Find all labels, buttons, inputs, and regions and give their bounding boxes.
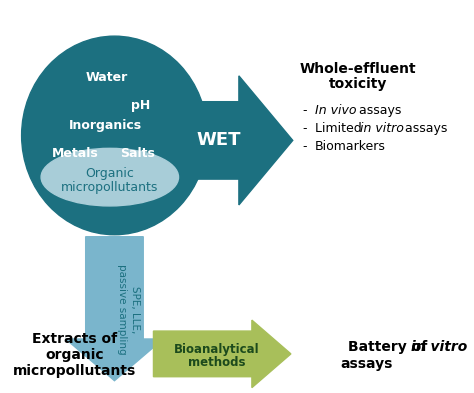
Text: toxicity: toxicity	[328, 77, 387, 91]
Text: assays: assays	[355, 104, 401, 117]
Text: in vitro: in vitro	[360, 122, 403, 135]
Text: WET: WET	[196, 131, 241, 149]
Text: methods: methods	[188, 356, 246, 369]
Text: In vivo: In vivo	[315, 104, 356, 117]
Text: -: -	[302, 122, 307, 135]
Text: in vitro: in vitro	[410, 340, 467, 354]
Text: Battery of: Battery of	[348, 340, 433, 354]
Text: SPE, LLE,: SPE, LLE,	[130, 285, 140, 333]
Polygon shape	[154, 320, 291, 387]
Text: -: -	[302, 140, 307, 153]
Text: micropollutants: micropollutants	[61, 180, 158, 194]
Text: Organic: Organic	[85, 167, 134, 180]
Text: assays: assays	[341, 357, 393, 371]
Text: passive sampling: passive sampling	[117, 264, 127, 354]
Text: pH: pH	[131, 99, 150, 112]
Text: Salts: Salts	[120, 147, 155, 160]
Text: Bioanalytical: Bioanalytical	[174, 343, 259, 356]
Polygon shape	[79, 76, 293, 205]
Text: Extracts of: Extracts of	[32, 332, 117, 346]
Text: Biomarkers: Biomarkers	[315, 140, 386, 153]
Text: Metals: Metals	[52, 147, 99, 160]
Text: micropollutants: micropollutants	[13, 364, 136, 378]
Text: Whole-effluent: Whole-effluent	[300, 62, 416, 76]
Circle shape	[22, 36, 207, 235]
Text: Inorganics: Inorganics	[69, 119, 142, 132]
Ellipse shape	[41, 148, 179, 206]
Text: -: -	[302, 104, 307, 117]
Text: organic: organic	[45, 348, 104, 362]
Text: assays: assays	[401, 122, 448, 135]
Polygon shape	[66, 237, 163, 381]
Text: Water: Water	[86, 72, 128, 84]
Text: Limited: Limited	[315, 122, 366, 135]
